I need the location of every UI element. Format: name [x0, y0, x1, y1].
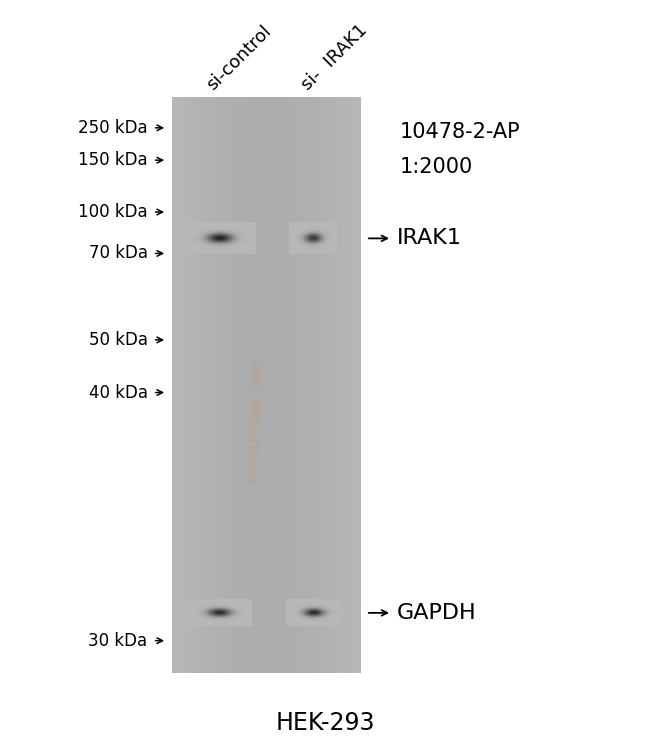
Text: 50 kDa: 50 kDa: [88, 331, 148, 349]
Text: 10478-2-AP: 10478-2-AP: [400, 122, 521, 141]
Text: 30 kDa: 30 kDa: [88, 632, 148, 650]
Text: 100 kDa: 100 kDa: [78, 203, 148, 221]
Text: si-  IRAK1: si- IRAK1: [298, 21, 370, 94]
Text: 70 kDa: 70 kDa: [88, 244, 148, 262]
Text: WWW.PTGAA.COM: WWW.PTGAA.COM: [248, 362, 265, 484]
Text: HEK-293: HEK-293: [275, 711, 375, 735]
Text: 150 kDa: 150 kDa: [78, 151, 148, 169]
Text: si-control: si-control: [203, 23, 275, 94]
Text: IRAK1: IRAK1: [396, 229, 462, 248]
Text: 40 kDa: 40 kDa: [88, 384, 148, 402]
Text: 1:2000: 1:2000: [400, 157, 473, 177]
Text: 250 kDa: 250 kDa: [78, 119, 148, 137]
Text: GAPDH: GAPDH: [396, 603, 476, 623]
